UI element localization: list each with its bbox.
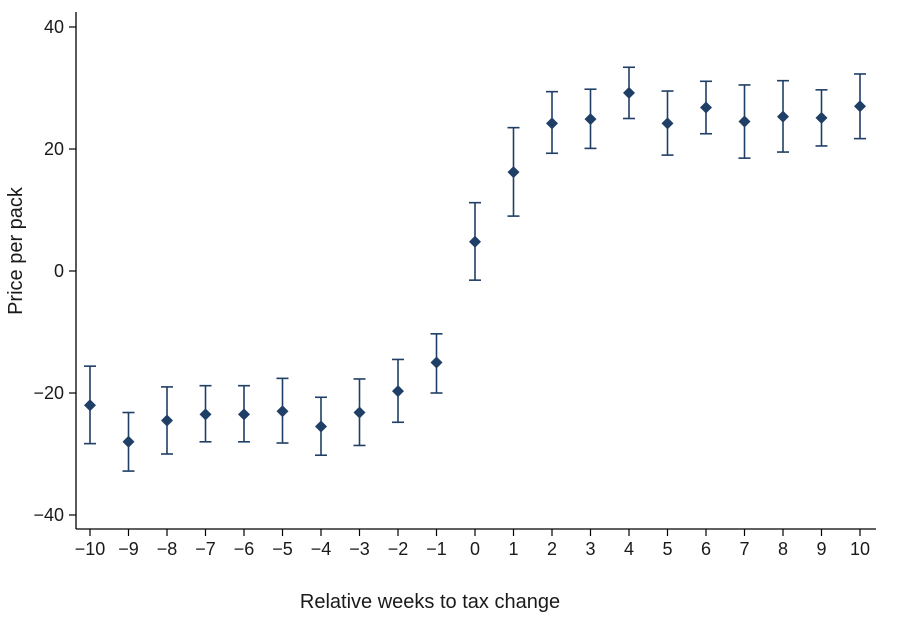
data-point-group [854,73,866,140]
data-point-marker [546,117,558,130]
x-tick-label: −8 [157,539,178,559]
y-axis-title: Price per pack [5,186,27,315]
data-point-marker [584,113,597,126]
data-point-group [469,201,481,281]
x-tick-label: −5 [272,539,293,559]
data-point-marker [315,420,327,433]
x-tick-label: 1 [508,539,518,559]
data-point-group [430,333,443,394]
x-tick-label: 5 [662,539,672,559]
x-tick-label: −9 [118,539,139,559]
data-point-group [623,66,635,120]
data-point-group [738,84,751,159]
axes [75,12,876,530]
x-tick-label: −1 [426,539,447,559]
data-point-group [122,411,135,472]
data-point-marker [777,110,789,123]
data-point-marker [815,111,828,124]
x-tick-label: 2 [547,539,557,559]
data-point-marker [161,414,173,427]
data-point-group [584,88,597,150]
data-point-group [777,79,789,153]
data-point-group [392,358,404,424]
data-point-marker [122,435,135,448]
x-axis-title: Relative weeks to tax change [300,591,560,613]
x-tick-label: 6 [701,539,711,559]
data-point-group [546,90,558,155]
x-tick-label: −4 [311,539,332,559]
y-tick-label: −40 [33,505,64,525]
data-point-marker [623,86,635,99]
x-tick-label: 0 [470,539,480,559]
data-point-group [276,377,289,444]
x-tick-label: −6 [234,539,255,559]
x-tick-label: 10 [850,539,870,559]
data-point-group [507,126,520,217]
data-point-marker [469,235,481,248]
data-point-marker [738,115,751,128]
data-point-marker [700,101,712,114]
data-point-marker [507,166,520,179]
x-tick-label: 9 [816,539,826,559]
data-point-group [353,378,366,447]
x-tick-label: 3 [585,539,595,559]
x-tick-label: −7 [195,539,216,559]
data-point-group [161,386,173,455]
data-point-group [815,89,828,147]
data-point-marker [238,408,250,421]
data-point-group [84,365,96,445]
x-tick-label: −10 [75,539,106,559]
data-point-group [661,90,674,156]
data-point-marker [854,100,866,113]
x-tick-label: 4 [624,539,634,559]
x-tick-label: 7 [739,539,749,559]
x-tick-label: 8 [778,539,788,559]
y-tick-label: 0 [54,261,64,281]
data-point-marker [199,408,212,421]
x-tick-label: −2 [388,539,409,559]
data-point-marker [430,356,443,369]
data-point-marker [661,117,674,130]
data-point-marker [392,385,404,398]
data-point-group [199,384,212,443]
data-point-group [315,396,327,457]
data-point-marker [353,406,366,419]
y-tick-label: 20 [44,139,64,159]
y-tick-label: −20 [33,383,64,403]
y-tick-label: 40 [44,17,64,37]
data-point-group [700,80,712,135]
data-point-group [238,384,250,443]
data-points [84,66,866,472]
data-point-marker [84,399,96,412]
data-point-marker [276,405,289,418]
x-tick-label: −3 [349,539,370,559]
